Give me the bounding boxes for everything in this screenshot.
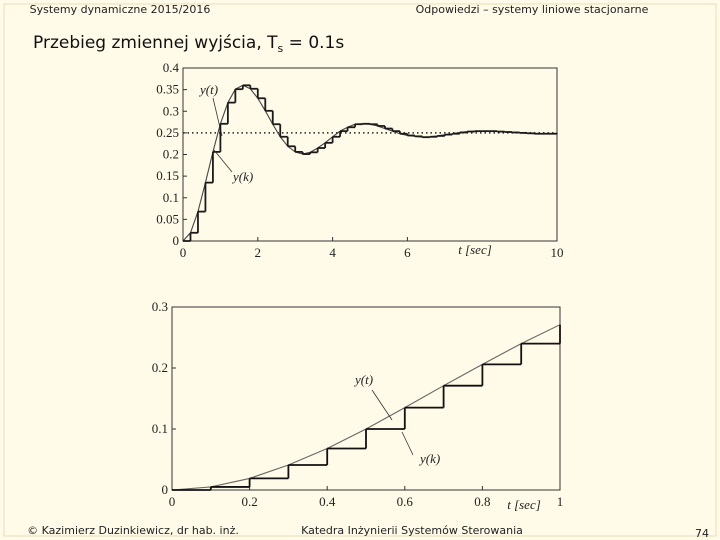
annotation-leader (401, 431, 414, 456)
y-tick-label: 0.1 (152, 421, 168, 436)
y-tick-label: 0.4 (163, 60, 180, 75)
annotation-leader (213, 149, 233, 173)
y-tick-label: 0.2 (152, 360, 168, 375)
x-tick-label: 1 (557, 494, 564, 509)
heading: Przebieg zmiennej wyjścia, Ts = 0.1s (33, 33, 344, 55)
series-annotation: y(k) (418, 451, 440, 466)
y-tick-label: 0.25 (156, 125, 179, 140)
y-tick-label: 0 (173, 233, 180, 248)
heading-subscript: s (278, 42, 284, 55)
x-tick-label: 0.4 (319, 494, 336, 509)
series-annotation: y(t) (198, 82, 218, 97)
charts: 00.050.10.150.20.250.30.350.40 2 4 6 10t [se… (152, 60, 564, 512)
x-tick-label: 4 (329, 245, 336, 260)
y-tick-label: 0.15 (156, 168, 179, 183)
y-tick-label: 0.05 (156, 211, 179, 226)
annotation-leader (371, 389, 393, 421)
x-tick-label: 0.2 (241, 494, 257, 509)
header-left: Systemy dynamiczne 2015/2016 (30, 3, 211, 16)
x-axis-label: t [sec] (507, 497, 541, 512)
header-right: Odpowiedzi – systemy liniowe stacjonarne (416, 3, 649, 16)
series-annotation: y(k) (231, 169, 253, 184)
x-tick-label: 0.8 (474, 494, 490, 509)
footer-left: © Kazimierz Duzinkiewicz, dr hab. inż. (27, 524, 239, 537)
y-tick-label: 0.35 (156, 82, 179, 97)
heading-text: = 0.1s (283, 33, 344, 53)
plot-frame (171, 306, 561, 491)
y-tick-label: 0.3 (163, 103, 179, 118)
x-tick-label: 10 (551, 245, 564, 260)
footer-center: Katedra Inżynierii Systemów Sterowania (301, 524, 523, 537)
page-number: 74 (695, 527, 709, 540)
x-tick-label: 0.6 (397, 494, 414, 509)
x-tick-label: 2 (255, 245, 262, 260)
y-tick-label: 0.2 (163, 147, 179, 162)
x-tick-label: 6 (404, 245, 411, 260)
y-tick-label: 0 (162, 482, 169, 497)
y-tick-label: 0.3 (152, 299, 168, 314)
x-axis-label: t [sec] (458, 242, 492, 257)
x-tick-label: 0 (169, 494, 176, 509)
y-tick-label: 0.1 (163, 190, 179, 205)
series-annotation: y(t) (353, 372, 373, 387)
heading-text: Przebieg zmiennej wyjścia, T (33, 33, 278, 53)
slide-border (3, 3, 717, 537)
x-tick-label: 0 (180, 245, 187, 260)
